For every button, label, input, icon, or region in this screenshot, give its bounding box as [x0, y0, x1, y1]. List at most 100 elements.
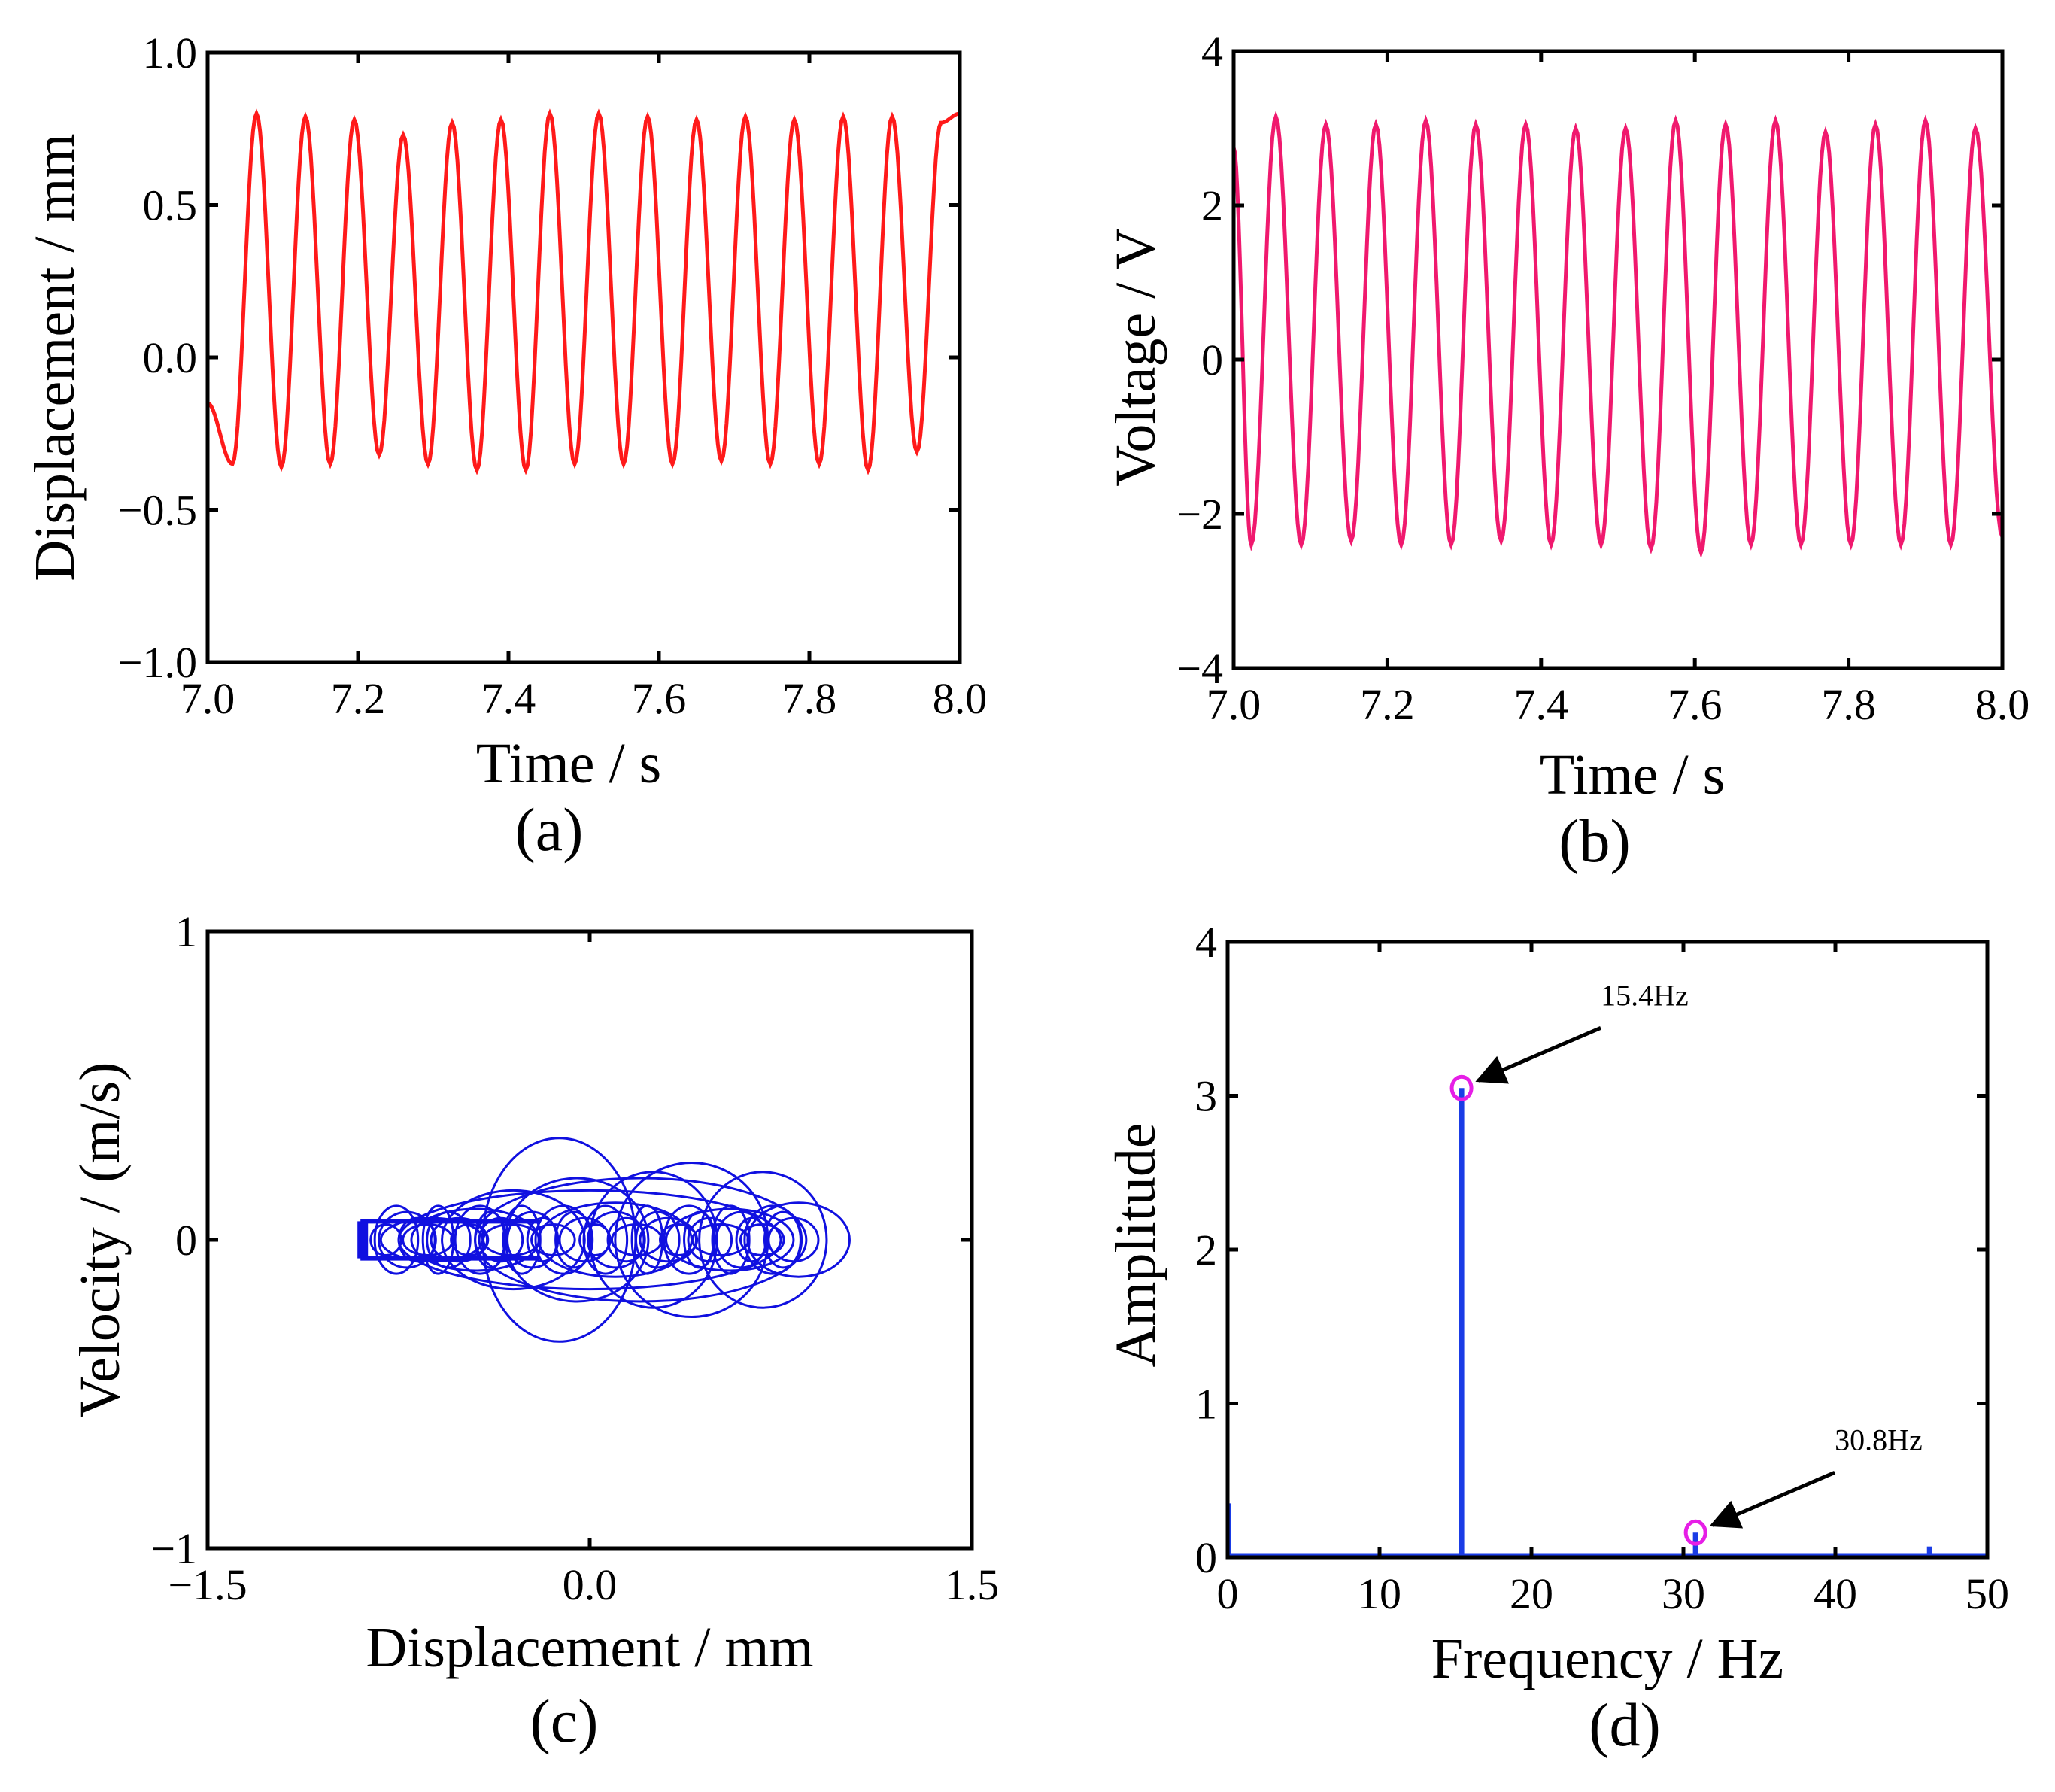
y-tick-label: 0 [1201, 336, 1223, 384]
panel-c-xlabel: Displacement / mm [366, 1616, 813, 1679]
panel-b-plot-area [1234, 111, 2002, 559]
panel-a-ylabel: Displacement / mm [23, 133, 87, 581]
phase-loop [659, 1223, 699, 1256]
annotation-arrow [1709, 1470, 1836, 1529]
panel-c-plot-area [357, 1137, 851, 1343]
y-tick-label: 4 [1195, 918, 1217, 967]
panel-d-plot-area [1225, 1088, 1987, 1557]
x-tick-label: 20 [1510, 1569, 1553, 1618]
phase-loop [369, 1223, 402, 1256]
x-tick-label: 0.0 [563, 1560, 618, 1609]
y-tick-label: −2 [1176, 490, 1223, 539]
phase-loop [481, 1137, 637, 1343]
phase-loop [478, 1216, 524, 1263]
y-tick-label: −0.5 [118, 486, 197, 535]
panel-c-ticks: −1.5 0.0 1.5 1 0 −1 [150, 907, 999, 1609]
y-tick-label: 2 [1195, 1226, 1217, 1274]
phase-loop [530, 1223, 576, 1256]
phase-loop [578, 1223, 612, 1256]
x-tick-label: 8.0 [933, 674, 988, 723]
phase-loops [357, 1137, 851, 1343]
x-tick-label: −1.5 [168, 1560, 247, 1609]
phase-loop [537, 1201, 693, 1278]
phase-loop [504, 1177, 650, 1303]
phase-loop [502, 1204, 542, 1275]
y-tick-label: 0 [1195, 1533, 1217, 1582]
y-tick-label: 2 [1201, 181, 1223, 230]
x-tick-label: 7.6 [632, 674, 687, 723]
phase-loop [373, 1204, 420, 1275]
x-tick-label: 7.0 [181, 674, 235, 723]
phase-loop [441, 1189, 586, 1291]
x-tick-label: 7.0 [1207, 680, 1261, 729]
peak-marker [1449, 1074, 1474, 1101]
panel-b-ticks: 7.0 7.2 7.4 7.6 7.8 8.0 4 2 0 −2 −4 [1176, 27, 2029, 729]
x-tick-label: 30 [1662, 1569, 1705, 1618]
panel-b-frame [1231, 49, 2005, 670]
panel-d-frame [1225, 940, 1990, 1560]
y-tick-label: −1.0 [118, 638, 197, 687]
peak-marker [1683, 1519, 1707, 1546]
y-tick-label: 0.5 [143, 181, 198, 230]
y-tick-label: 0 [175, 1216, 197, 1265]
x-tick-label: 40 [1814, 1569, 1857, 1618]
panel-a-plot-area [208, 108, 960, 475]
panel-a-xlabel: Time / s [476, 732, 661, 795]
panel-c-ylabel: Velocity / (m/s) [68, 1062, 132, 1418]
x-tick-label: 7.8 [782, 674, 837, 723]
phase-loop [763, 1210, 803, 1269]
phase-band-edge [357, 1221, 369, 1259]
phase-loop [739, 1223, 785, 1256]
phase-loop [614, 1162, 769, 1318]
panel-a-ticks: 7.0 7.2 7.4 7.6 7.8 8.0 1.0 0.5 0.0 −0.5 −1.0 [118, 29, 987, 723]
y-tick-label: 1 [175, 907, 197, 956]
panel-a-caption: (a) [515, 795, 583, 864]
panel-b-ylabel: Voltage / V [1104, 228, 1167, 487]
phase-loop [687, 1216, 733, 1263]
x-tick-label: 50 [1965, 1569, 2009, 1618]
x-tick-label: 10 [1358, 1569, 1401, 1618]
x-tick-label: 7.2 [331, 674, 386, 723]
x-tick-label: 7.8 [1821, 680, 1876, 729]
y-tick-label: 0.0 [143, 333, 198, 382]
y-tick-label: 1.0 [143, 29, 198, 77]
panel-c-phase-portrait: −1.5 0.0 1.5 1 0 −1 Displacement / mm Velocit… [68, 907, 999, 1755]
y-tick-label: 1 [1195, 1380, 1217, 1429]
x-tick-label: 0 [1217, 1569, 1239, 1618]
panel-b-caption: (b) [1559, 806, 1631, 875]
phase-loop [746, 1201, 851, 1278]
panel-b-xlabel: Time / s [1540, 743, 1725, 806]
x-tick-label: 7.4 [1514, 680, 1569, 729]
panel-a-displacement-time: 7.0 7.2 7.4 7.6 7.8 8.0 1.0 0.5 0.0 −0.5 −1.0 Time… [23, 29, 987, 864]
panel-c-caption: (c) [530, 1687, 598, 1755]
phase-loop [474, 1177, 808, 1303]
y-tick-label: 3 [1195, 1072, 1217, 1121]
y-tick-label: −1 [150, 1524, 197, 1573]
panel-d-caption: (d) [1589, 1690, 1661, 1759]
phase-loop [606, 1216, 646, 1263]
panel-d-xlabel: Frequency / Hz [1431, 1627, 1784, 1690]
panel-b-voltage-time: 7.0 7.2 7.4 7.6 7.8 8.0 4 2 0 −2 −4 Time / s Volta… [1104, 27, 2029, 875]
phase-loop [665, 1207, 795, 1272]
x-tick-label: 8.0 [1975, 680, 2030, 729]
x-tick-label: 7.4 [481, 674, 536, 723]
annotation-arrow [1475, 1025, 1602, 1084]
series-line-voltage [1234, 111, 2002, 559]
series-line-displacement [208, 108, 960, 475]
x-tick-label: 7.2 [1360, 680, 1415, 729]
y-tick-label: 4 [1201, 27, 1223, 76]
y-tick-label: −4 [1176, 644, 1223, 693]
x-tick-label: 7.6 [1668, 680, 1723, 729]
x-tick-label: 1.5 [945, 1560, 1000, 1609]
panel-d-ylabel: Amplitude [1104, 1122, 1167, 1367]
panel-d-annotations: 15.4Hz 30.8Hz [1449, 978, 1923, 1546]
phase-loop [397, 1189, 782, 1291]
phase-loop [698, 1171, 828, 1309]
phase-loop [554, 1210, 594, 1269]
annotation-label: 15.4Hz [1601, 978, 1689, 1012]
annotation-label: 30.8Hz [1835, 1423, 1923, 1456]
phase-loop [421, 1204, 455, 1275]
